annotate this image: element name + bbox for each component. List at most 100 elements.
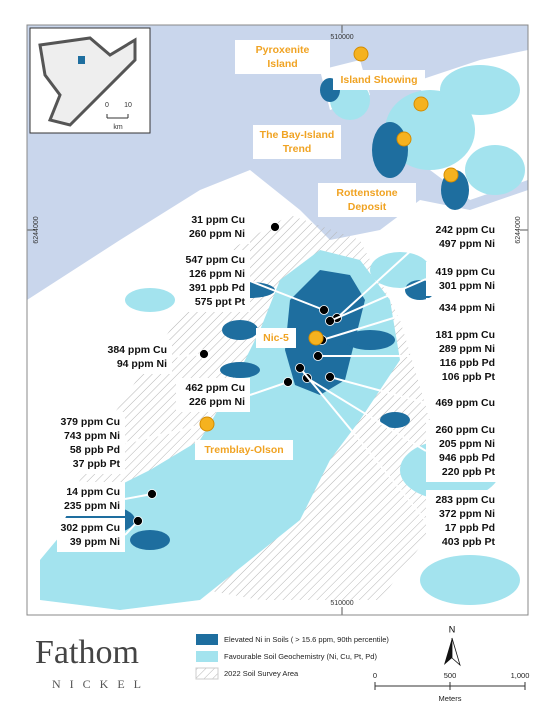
callout-box [176,210,250,244]
place-box [235,40,330,74]
logo-name: Fathom [35,634,139,671]
callout-box [426,298,500,318]
place-label: The Bay-Island Trend [260,129,335,155]
callout-text: 575 ppt Pt [195,296,246,308]
callout-text: 31 ppm Cu [191,214,245,226]
place-label: Nic-5 [263,332,289,344]
leader-line [299,367,427,522]
callout-text: 17 ppb Pd [445,522,495,534]
callout-box [176,378,250,412]
deposit-point [413,96,429,112]
sample-point [133,516,143,526]
callout-box [426,220,500,254]
place-label: Pyroxenite Island [256,44,310,70]
callout-text: 58 ppb Pd [70,444,120,456]
sample-point [313,351,323,361]
callout-text: 39 ppm Ni [70,536,120,548]
callout-text: 37 ppb Pt [73,458,121,470]
leader-line [336,236,427,319]
inset-scale-label: 0 [105,102,109,109]
sample-point [295,363,305,373]
callout-box [426,325,500,387]
place-box [256,328,296,348]
callout-text: 205 ppm Ni [439,438,495,450]
deposit-point [443,167,459,183]
callout-text: 14 ppm Cu [66,486,120,498]
place-label: Island Showing [340,74,417,86]
place-box [253,125,341,159]
place-box [318,183,416,217]
callout-box [426,490,500,552]
scale-label: 1,000 [511,671,530,680]
sample-point [199,349,209,359]
callout-box [426,420,500,482]
callout-text: 379 ppm Cu [60,416,120,428]
callout-text: 116 ppb Pd [440,357,495,369]
leader-line [306,377,427,452]
deposit-point [308,330,324,346]
callout-text: 181 ppm Cu [435,329,495,341]
callout-box [176,250,250,312]
callout-text: 497 ppm Ni [439,238,495,250]
callout-text: 301 ppm Ni [439,280,495,292]
callout-box [426,393,500,413]
annotations: 31 ppm Cu 260 ppm Ni 547 ppm Cu 126 ppm Ni 3… [57,40,500,552]
callout-text: 235 ppm Ni [64,500,120,512]
callout-text: 94 ppm Ni [117,358,167,370]
legend-label: 2022 Soil Survey Area [224,669,299,678]
sample-point [325,372,335,382]
legend-label: Elevated Ni in Soils ( > 15.6 ppm, 90th … [224,635,389,644]
logo-sub: NICKEL [52,677,150,691]
callout-text: 242 ppm Cu [435,224,495,236]
callout-text: 419 ppm Cu [435,266,495,278]
legend-label: Favourable Soil Geochemistry (Ni, Cu, Pt… [224,652,377,661]
inset-map: 0 10 km [29,27,151,134]
callout-text: 469 ppm Cu [435,397,495,409]
callout-text: 391 ppb Pd [189,282,245,294]
deposit-point [396,131,412,147]
inset-scale-label: 10 [124,102,132,109]
callout-text: 260 ppm Cu [435,424,495,436]
sample-point [283,377,293,387]
callout-box [57,412,125,474]
leader-line [321,307,427,341]
deposit-point [353,46,369,62]
map-frame [26,24,529,616]
callout-box [426,262,500,296]
callout-box [57,518,125,552]
callout-text: 289 ppm Ni [439,343,495,355]
legend: Elevated Ni in Soils ( > 15.6 ppm, 90th … [195,634,389,680]
callout-text: 283 ppm Cu [435,494,495,506]
leader-line [249,381,289,396]
northing-label: 6244000 [515,216,522,243]
place-box [333,70,425,90]
callout-text: 302 ppm Cu [60,522,120,534]
callout-text: 946 ppb Pd [439,452,495,464]
leader-line [329,278,427,322]
sample-point [270,222,280,232]
callout-text: 220 ppb Pt [442,466,496,478]
easting-label: 510000 [330,34,353,41]
callout-text: 743 ppm Ni [64,430,120,442]
leader-line [171,353,205,358]
sample-point [147,489,157,499]
callout-text: 126 ppm Ni [189,268,245,280]
leader-line [124,423,208,444]
callout-text: 434 ppm Ni [439,302,495,314]
easting-label: 510000 [330,600,353,607]
callout-box [108,340,172,374]
sample-point [325,316,335,326]
callout-text: 106 ppb Pt [442,371,496,383]
callout-text: 384 ppm Cu [107,344,167,356]
sample-point [319,305,329,315]
callout-text: 260 ppm Ni [189,228,245,240]
callout-text: 403 ppb Pt [442,536,496,548]
callout-text: 226 ppm Ni [189,396,245,408]
scale-bar: 0 500 1,000 Meters [373,671,529,703]
north-label: N [449,624,456,634]
leader-line [249,280,325,311]
callout-text: 547 ppm Cu [185,254,245,266]
callout-text: 372 ppm Ni [439,508,495,520]
scale-label: 500 [444,671,457,680]
